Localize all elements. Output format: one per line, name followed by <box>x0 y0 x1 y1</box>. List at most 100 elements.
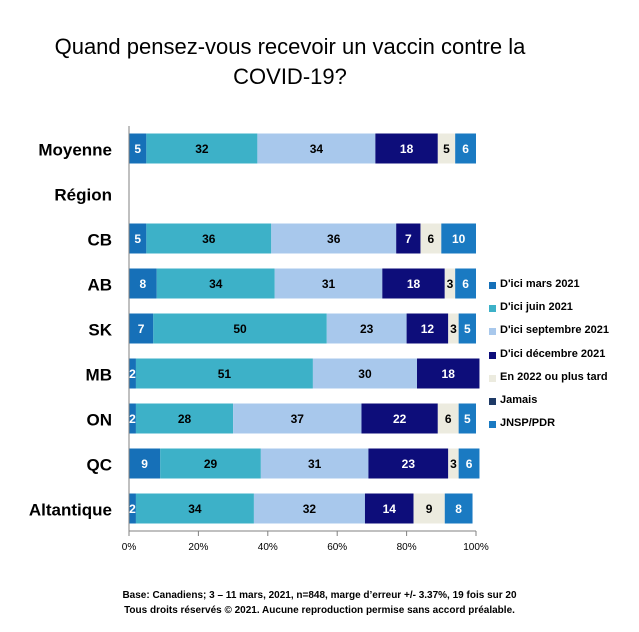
footer-line-2: Tous droits réservés © 2021. Aucune repr… <box>124 605 515 616</box>
bar-segment <box>274 268 383 299</box>
data-label: 32 <box>195 142 209 156</box>
bar-segment <box>135 358 313 389</box>
bar-segment <box>444 268 456 299</box>
bar-segment <box>361 403 438 434</box>
data-label: 7 <box>405 232 412 246</box>
bar-segment <box>368 448 449 479</box>
legend-label: D'ici décembre 2021 <box>500 347 606 360</box>
bar-segment <box>135 493 254 524</box>
category-label: CB <box>87 231 112 250</box>
bar-segment <box>129 493 136 524</box>
bar-segment <box>129 358 136 389</box>
data-label: 2 <box>129 367 136 381</box>
bar-segment <box>160 448 261 479</box>
data-label: 18 <box>407 277 421 291</box>
legend-swatch <box>489 305 496 313</box>
bar-segment <box>382 268 445 299</box>
data-label: 37 <box>291 412 305 426</box>
bar-segment <box>260 448 369 479</box>
data-label: 7 <box>138 322 145 336</box>
legend-label: D'ici mars 2021 <box>500 278 580 290</box>
legend-swatch <box>489 397 496 405</box>
legend-swatch <box>489 282 496 289</box>
bar-segment <box>420 223 442 254</box>
category-label: Moyenne <box>38 141 112 160</box>
x-tick-label: 40% <box>258 542 278 553</box>
data-label: 34 <box>310 142 324 156</box>
bar-segment <box>455 133 476 164</box>
data-label: 23 <box>402 457 416 471</box>
data-label: 51 <box>218 367 232 381</box>
data-label: 3 <box>450 457 457 471</box>
data-label: 2 <box>129 502 136 516</box>
legend-swatch <box>489 374 496 382</box>
x-tick-label: 20% <box>188 542 208 553</box>
bar-segment <box>146 223 272 254</box>
bar-segment <box>413 493 445 524</box>
data-label: 22 <box>393 412 407 426</box>
data-label: 10 <box>452 232 466 246</box>
category-label: SK <box>88 321 112 340</box>
data-label: 5 <box>464 322 471 336</box>
legend-label: En 2022 ou plus tard <box>500 370 608 383</box>
bar-segment <box>396 223 421 254</box>
bar-segment <box>364 493 414 524</box>
x-tick-label: 60% <box>327 542 347 553</box>
footer-note: Base: Canadiens; 3 – 11 mars, 2021, n=84… <box>0 588 639 618</box>
data-label: 3 <box>447 277 454 291</box>
bar-segment <box>129 268 157 299</box>
data-label: 5 <box>134 142 141 156</box>
data-label: 14 <box>383 502 397 516</box>
data-label: 28 <box>178 412 192 426</box>
bar-segment <box>135 403 234 434</box>
data-label: 6 <box>462 142 469 156</box>
bar-segment <box>406 313 449 344</box>
data-label: 18 <box>442 367 456 381</box>
data-label: 5 <box>134 232 141 246</box>
bar-segment <box>129 223 147 254</box>
data-label: 50 <box>233 322 247 336</box>
legend-swatch <box>489 351 496 359</box>
bar-segment <box>146 133 258 164</box>
x-tick-label: 80% <box>397 542 417 553</box>
category-label: AB <box>87 276 112 295</box>
bar-segment <box>458 313 476 344</box>
data-label: 36 <box>202 232 216 246</box>
bar-segment <box>448 313 459 344</box>
bar-segment <box>437 133 456 164</box>
bar-segment <box>271 223 397 254</box>
bar-segment <box>129 448 161 479</box>
data-label: 29 <box>204 457 218 471</box>
category-label: MB <box>86 366 112 385</box>
data-label: 6 <box>445 412 452 426</box>
bar-segment <box>417 358 480 389</box>
data-label: 8 <box>140 277 147 291</box>
chart-title: Quand pensez-vous recevoir un vaccin con… <box>54 34 526 89</box>
data-label: 31 <box>322 277 336 291</box>
legend-label: D'ici juin 2021 <box>500 301 573 314</box>
bar-segment <box>437 403 459 434</box>
data-label: 18 <box>400 142 414 156</box>
legend-swatch <box>489 421 496 429</box>
bar-segment <box>156 268 275 299</box>
x-tick-label: 100% <box>463 542 489 553</box>
bar-segment <box>129 313 154 344</box>
bar-segment <box>444 493 473 524</box>
category-label: QC <box>87 456 113 475</box>
data-label: 31 <box>308 457 322 471</box>
data-label: 2 <box>129 412 136 426</box>
bar-segment <box>233 403 362 434</box>
x-tick-label: 0% <box>122 542 137 553</box>
data-label: 5 <box>443 142 450 156</box>
legend-swatch <box>489 328 496 336</box>
data-label: 34 <box>209 277 223 291</box>
bar-segment <box>312 358 418 389</box>
bar-segment <box>129 403 136 434</box>
bar-segment <box>326 313 407 344</box>
bar-segment <box>129 133 147 164</box>
bar-segment <box>153 313 327 344</box>
category-label: Altantique <box>29 501 112 520</box>
bar-segment <box>455 268 476 299</box>
data-label: 8 <box>455 502 462 516</box>
